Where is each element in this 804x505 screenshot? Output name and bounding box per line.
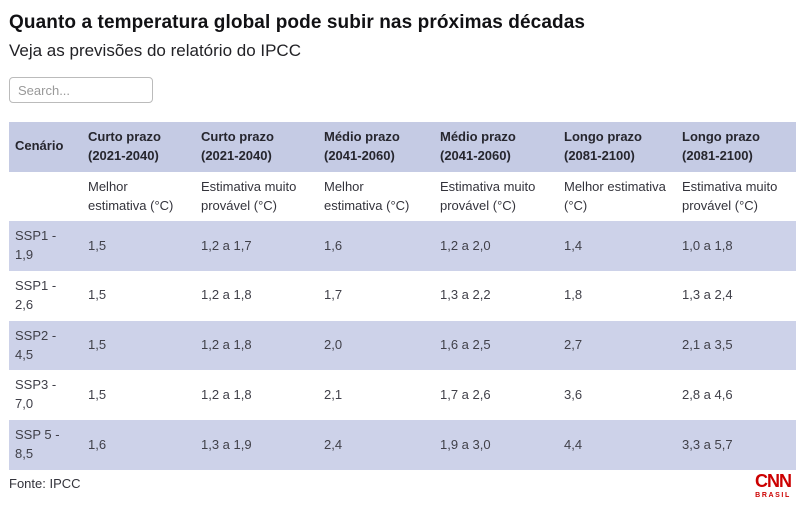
value-cell: 2,4 bbox=[324, 436, 343, 452]
table-row: SSP1 - 2,6 1,5 1,2 a 1,8 1,7 1,3 a 2,2 1,8 1,3… bbox=[9, 271, 796, 321]
value-cell: 2,1 a 3,5 bbox=[682, 337, 733, 353]
value-cell: 1,7 bbox=[324, 287, 343, 303]
search-input[interactable] bbox=[9, 77, 153, 103]
value-cell: 1,5 bbox=[88, 287, 107, 303]
value-cell: 1,2 a 1,8 bbox=[201, 287, 252, 303]
scenario-table: Cenário Curto prazo (2021-2040) Curto pr… bbox=[9, 122, 796, 470]
value-cell: 1,3 a 2,4 bbox=[682, 287, 733, 303]
value-cell: 2,1 bbox=[324, 386, 343, 402]
column-header-cenario: Cenário bbox=[15, 138, 64, 154]
column-header-curto-2: Curto prazo (2021-2040) bbox=[201, 129, 274, 163]
value-cell: 1,5 bbox=[88, 337, 107, 353]
column-header-curto-1: Curto prazo (2021-2040) bbox=[88, 129, 161, 163]
value-cell: 1,9 a 3,0 bbox=[440, 436, 491, 452]
column-header-medio-2: Médio prazo (2041-2060) bbox=[440, 129, 516, 163]
subheader-provavel-medio: Estimativa muito provável (°C) bbox=[440, 178, 536, 213]
column-header-longo-1: Longo prazo (2081-2100) bbox=[564, 129, 642, 163]
value-cell: 1,6 bbox=[324, 237, 343, 253]
table-header-group-row: Cenário Curto prazo (2021-2040) Curto pr… bbox=[9, 122, 796, 172]
value-cell: 2,0 bbox=[324, 337, 343, 353]
column-header-longo-2: Longo prazo (2081-2100) bbox=[682, 129, 760, 163]
table-row: SSP3 - 7,0 1,5 1,2 a 1,8 2,1 1,7 a 2,6 3,6 2,8… bbox=[9, 370, 796, 421]
scenario-cell: SSP1 - 1,9 bbox=[15, 228, 57, 263]
value-cell: 1,2 a 2,0 bbox=[440, 237, 491, 253]
value-cell: 1,6 a 2,5 bbox=[440, 337, 491, 353]
page-subtitle: Veja as previsões do relatório do IPCC bbox=[9, 41, 301, 60]
value-cell: 1,2 a 1,7 bbox=[201, 237, 252, 253]
value-cell: 4,4 bbox=[564, 436, 583, 452]
cnn-logo-subtext: BRASIL bbox=[755, 492, 791, 499]
table-row: SSP1 - 1,9 1,5 1,2 a 1,7 1,6 1,2 a 2,0 1,4 1,0… bbox=[9, 221, 796, 272]
value-cell: 1,8 bbox=[564, 287, 583, 303]
value-cell: 1,3 a 1,9 bbox=[201, 436, 252, 452]
footer: Fonte: IPCC CNN BRASIL bbox=[9, 472, 795, 499]
table-row: SSP2 - 4,5 1,5 1,2 a 1,8 2,0 1,6 a 2,5 2,7 2,1… bbox=[9, 320, 796, 371]
value-cell: 1,0 a 1,8 bbox=[682, 237, 733, 253]
scenario-cell: SSP2 - 4,5 bbox=[15, 327, 57, 362]
cnn-brasil-logo: CNN BRASIL bbox=[755, 472, 795, 499]
subheader-provavel-longo: Estimativa muito provável (°C) bbox=[682, 178, 778, 213]
source-note: Fonte: IPCC bbox=[9, 476, 81, 491]
scenario-cell: SSP 5 - 8,5 bbox=[15, 427, 60, 461]
value-cell: 2,7 bbox=[564, 337, 583, 353]
table-body: SSP1 - 1,9 1,5 1,2 a 1,7 1,6 1,2 a 2,0 1,4 1,0… bbox=[9, 221, 796, 470]
value-cell: 1,4 bbox=[564, 237, 583, 253]
ipcc-table-widget: Quanto a temperatura global pode subir n… bbox=[9, 12, 796, 499]
search-container bbox=[9, 77, 795, 103]
value-cell: 2,8 a 4,6 bbox=[682, 386, 733, 402]
scenario-cell: SSP3 - 7,0 bbox=[15, 377, 57, 412]
table-row: SSP 5 - 8,5 1,6 1,3 a 1,9 2,4 1,9 a 3,0 4,4 3,… bbox=[9, 420, 796, 470]
value-cell: 1,2 a 1,8 bbox=[201, 386, 252, 402]
page-title: Quanto a temperatura global pode subir n… bbox=[9, 12, 586, 33]
subheader-melhor-longo: Melhor estimativa (°C) bbox=[564, 178, 666, 213]
scenario-cell: SSP1 - 2,6 bbox=[15, 278, 57, 312]
table-header-sub-row: Melhor estimativa (°C) Estimativa muito … bbox=[9, 171, 796, 222]
column-header-medio-1: Médio prazo (2041-2060) bbox=[324, 129, 400, 163]
value-cell: 1,5 bbox=[88, 386, 107, 402]
value-cell: 3,6 bbox=[564, 386, 583, 402]
subheader-melhor-curto: Melhor estimativa (°C) bbox=[88, 178, 174, 213]
value-cell: 1,6 bbox=[88, 436, 107, 452]
value-cell: 1,3 a 2,2 bbox=[440, 287, 491, 303]
value-cell: 1,2 a 1,8 bbox=[201, 337, 252, 353]
subheader-empty bbox=[9, 172, 82, 222]
value-cell: 1,7 a 2,6 bbox=[440, 386, 491, 402]
value-cell: 1,5 bbox=[88, 237, 107, 253]
subheader-provavel-curto: Estimativa muito provável (°C) bbox=[201, 178, 297, 213]
value-cell: 3,3 a 5,7 bbox=[682, 436, 733, 452]
cnn-logo-text: CNN bbox=[755, 471, 792, 491]
subheader-melhor-medio: Melhor estimativa (°C) bbox=[324, 178, 410, 213]
